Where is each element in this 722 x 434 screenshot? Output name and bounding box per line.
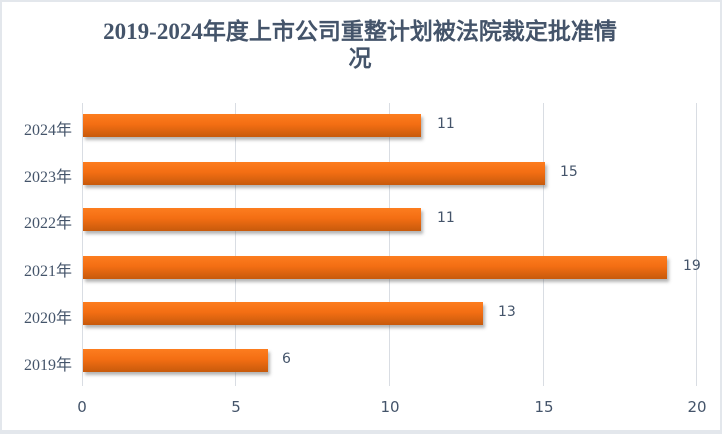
gridline-15 xyxy=(543,103,544,386)
gridline-10 xyxy=(389,103,390,386)
bar-2020[interactable] xyxy=(83,302,483,325)
chart-title-line1: 2019-2024年度上市公司重整计划被法院裁定批准情 xyxy=(103,19,617,44)
y-label-2024: 2024年 xyxy=(23,122,72,139)
gridline-20 xyxy=(696,103,697,386)
y-label-2021: 2021年 xyxy=(23,263,72,280)
x-tick-10: 10 xyxy=(380,398,400,416)
value-label-2021: 19 xyxy=(683,258,701,274)
bar-2019[interactable] xyxy=(83,349,268,372)
bar-2022[interactable] xyxy=(83,208,421,231)
value-label-2020: 13 xyxy=(498,304,516,320)
value-label-2022: 11 xyxy=(437,210,455,226)
gridline-5 xyxy=(235,103,236,386)
value-label-2023: 15 xyxy=(560,164,578,180)
bar-2021[interactable] xyxy=(83,256,667,279)
bar-2023[interactable] xyxy=(83,162,545,185)
chart-title-line2: 况 xyxy=(348,46,372,71)
x-tick-0: 0 xyxy=(77,398,87,416)
bar-2024[interactable] xyxy=(83,114,421,137)
x-tick-20: 20 xyxy=(687,398,707,416)
y-axis-line xyxy=(82,103,83,386)
y-label-2023: 2023年 xyxy=(23,169,72,186)
chart-title: 2019-2024年度上市公司重整计划被法院裁定批准情 况 xyxy=(60,18,660,72)
value-label-2024: 11 xyxy=(437,116,455,132)
x-tick-15: 15 xyxy=(534,398,554,416)
y-label-2019: 2019年 xyxy=(23,357,72,374)
x-tick-5: 5 xyxy=(231,398,241,416)
y-label-2020: 2020年 xyxy=(23,310,72,327)
value-label-2019: 6 xyxy=(282,351,291,367)
plot-area: 11 15 11 19 13 6 xyxy=(82,103,701,386)
y-label-2022: 2022年 xyxy=(23,215,72,232)
